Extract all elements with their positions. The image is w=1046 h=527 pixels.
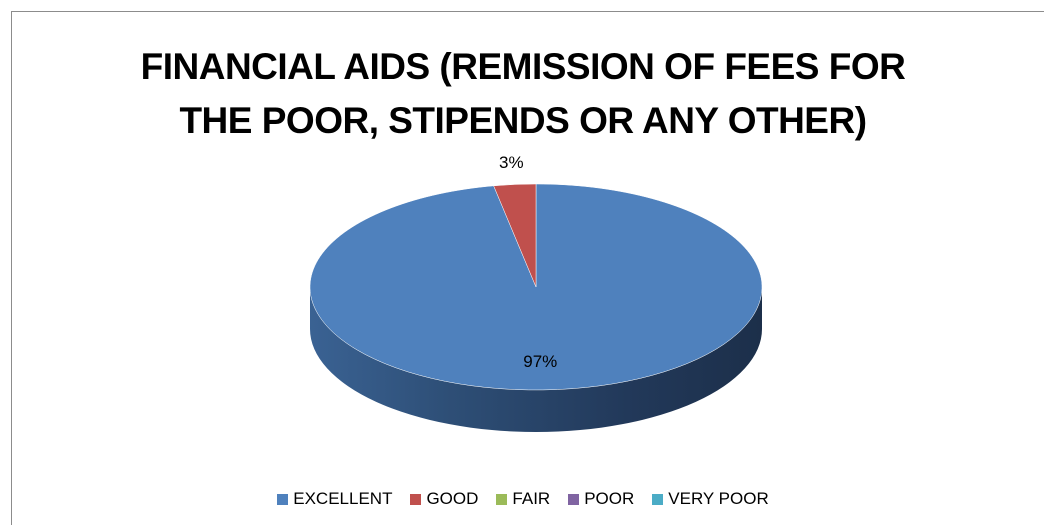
legend-item-very-poor: VERY POOR: [652, 489, 769, 509]
legend: EXCELLENT GOOD FAIR POOR VERY POOR: [0, 489, 1046, 509]
legend-label: GOOD: [426, 489, 479, 508]
legend-swatch: [410, 493, 422, 505]
chart-title-line-1: FINANCIAL AIDS (REMISSION OF FEES FOR: [140, 46, 906, 87]
legend-swatch: [277, 493, 289, 505]
pie-side-wall: [310, 287, 762, 432]
legend-item-fair: FAIR: [496, 489, 550, 509]
data-label-excellent: 97%: [523, 352, 557, 371]
chart-title-line-2: THE POOR, STIPENDS OR ANY OTHER): [179, 100, 867, 141]
legend-swatch: [568, 493, 580, 505]
legend-label: EXCELLENT: [293, 489, 393, 508]
legend-item-good: GOOD: [410, 489, 478, 509]
data-label-good: 3%: [499, 153, 524, 172]
legend-swatch: [652, 493, 664, 505]
legend-item-excellent: EXCELLENT: [277, 489, 392, 509]
pie-layer: 97% 3%: [309, 153, 763, 432]
legend-swatch: [496, 493, 508, 505]
chart-title: FINANCIAL AIDS (REMISSION OF FEES FOR TH…: [0, 40, 1046, 148]
pie-slice-good: [493, 183, 537, 288]
legend-label: FAIR: [512, 489, 551, 508]
legend-label: POOR: [584, 489, 635, 508]
legend-label: VERY POOR: [668, 489, 769, 508]
legend-item-poor: POOR: [568, 489, 634, 509]
